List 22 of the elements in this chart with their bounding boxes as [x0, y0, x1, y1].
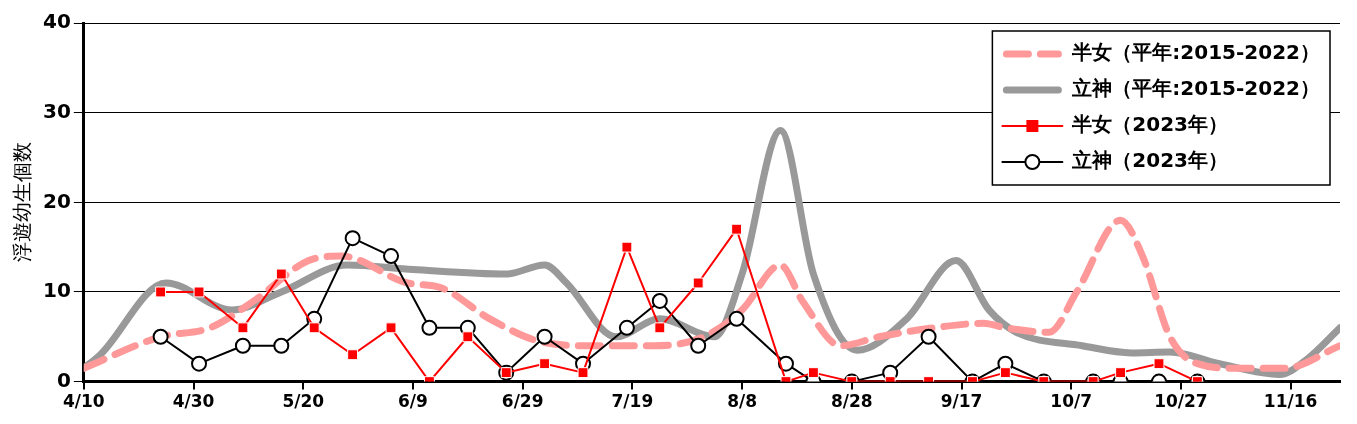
x-tick-label: 10/7	[1050, 391, 1093, 412]
x-tick-label: 11/16	[1263, 391, 1318, 412]
legend-label: 半女（平年:2015-2022）	[1071, 40, 1321, 65]
y-tick-label: 20	[42, 188, 71, 213]
x-tick-label: 6/9	[398, 391, 428, 412]
y-tick-label: 40	[42, 9, 71, 34]
y-tick-label: 10	[42, 278, 71, 303]
y-tick-label: 30	[42, 98, 71, 123]
x-tick-label: 4/30	[172, 391, 215, 412]
x-tick-label: 6/29	[501, 391, 544, 412]
legend-label: 立神（2023年）	[1071, 148, 1229, 173]
x-tick-label: 4/10	[62, 391, 105, 412]
x-tick-label: 7/19	[611, 391, 654, 412]
x-tick-label: 10/27	[1154, 391, 1208, 412]
x-tick-label: 9/17	[940, 391, 983, 412]
x-tick-label: 5/20	[282, 391, 325, 412]
x-tick-label: 8/8	[727, 391, 758, 412]
x-tick-label: 8/28	[830, 391, 873, 412]
y-axis-title: 浮遊幼生個数	[10, 142, 35, 263]
legend-label: 立神（平年:2015-2022）	[1071, 76, 1321, 101]
y-tick-label: 0	[56, 367, 71, 392]
legend-label: 半女（2023年）	[1071, 112, 1229, 137]
